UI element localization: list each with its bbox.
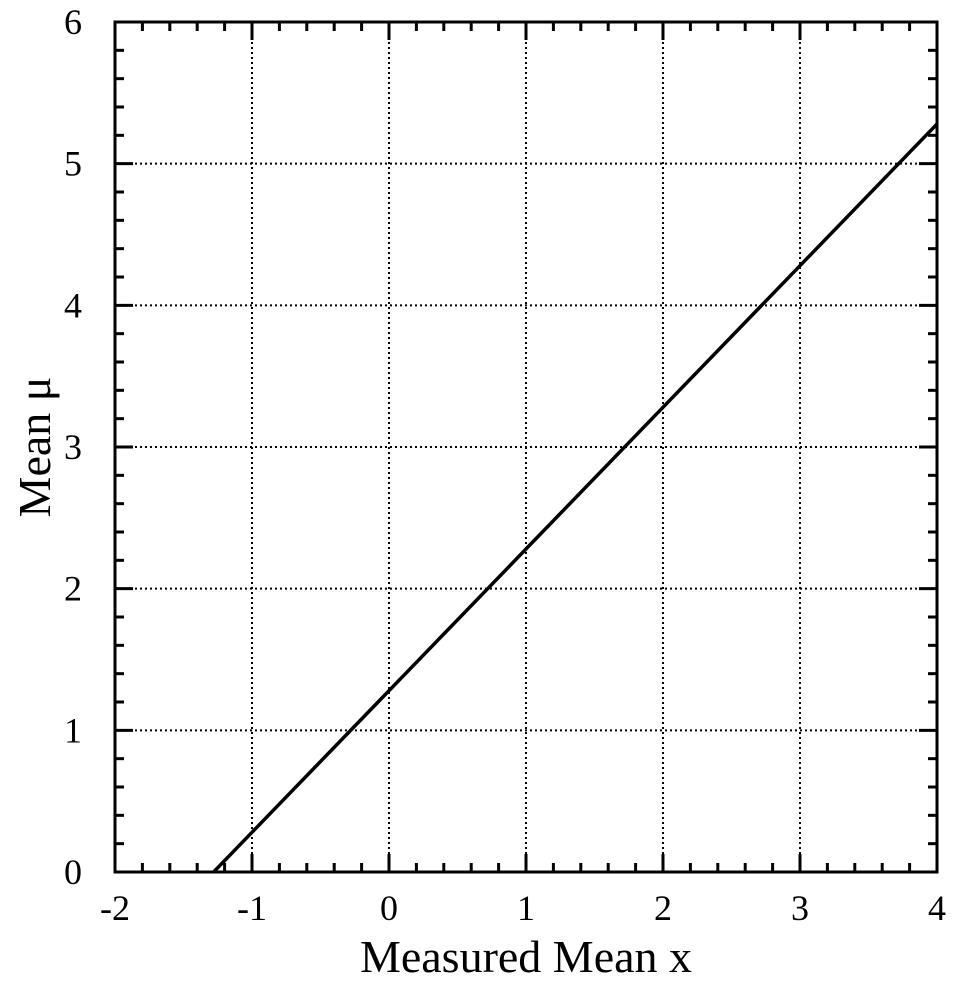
y-tick-label: 0 (64, 852, 82, 892)
grid-lines (115, 22, 937, 872)
y-tick-labels: 0 1 2 3 4 5 6 (64, 2, 82, 892)
y-tick-label: 2 (64, 569, 82, 609)
y-tick-label: 6 (64, 2, 82, 42)
x-tick-label: -2 (100, 888, 130, 928)
y-tick-label: 3 (64, 427, 82, 467)
x-tick-label: 0 (380, 888, 398, 928)
x-tick-label: 1 (517, 888, 535, 928)
x-tick-labels: -2 -1 0 1 2 3 4 (100, 888, 946, 928)
plot-frame (113, 20, 939, 874)
x-tick-label: 4 (928, 888, 946, 928)
x-axis-title: Measured Mean x (360, 931, 692, 982)
series-line (212, 122, 937, 872)
series-layer (212, 122, 937, 872)
y-tick-label: 4 (64, 285, 82, 325)
x-tick-label: -1 (237, 888, 267, 928)
y-tick-label: 5 (64, 144, 82, 184)
y-tick-label: 1 (64, 710, 82, 750)
x-tick-label: 3 (791, 888, 809, 928)
y-axis-title: Mean μ (9, 377, 60, 518)
x-tick-label: 2 (654, 888, 672, 928)
